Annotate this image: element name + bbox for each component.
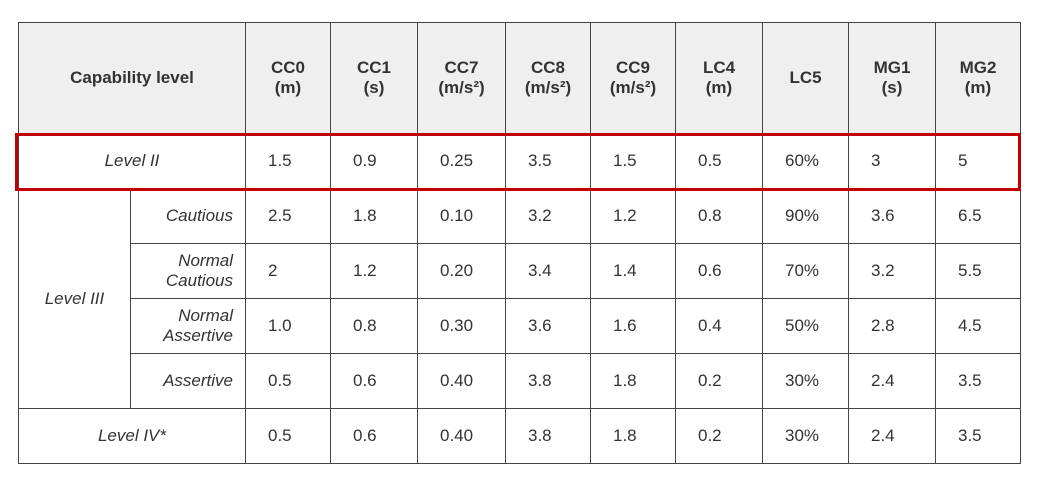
value-cell: 60%: [762, 133, 849, 189]
header-cell: CC1 (s): [330, 22, 418, 134]
column-unit: (m): [705, 78, 733, 97]
value-cell: 3.5: [505, 133, 591, 189]
column-name: MG2: [959, 58, 997, 77]
header-cell: MG1 (s): [848, 22, 936, 134]
value-cell: 4.5: [935, 298, 1021, 354]
value-cell: 3.8: [505, 408, 591, 464]
column-name: CC7: [444, 58, 479, 77]
value-cell: 3.2: [505, 188, 591, 244]
level-label: Level IV*: [18, 408, 246, 464]
value-cell: 2: [245, 243, 331, 299]
column-unit: (m): [274, 78, 302, 97]
value-cell: 0.2: [675, 408, 763, 464]
value-cell: 0.30: [417, 298, 506, 354]
table-wrap: Capability level CC0 (m) CC1 (s) CC7 (m/s²) CC8…: [15, 22, 1021, 464]
level-row: Level IV* 0.5 0.6 0.40 3.8 1.8 0.2 30% 2.4 3.5: [18, 408, 1021, 464]
value-cell: 0.6: [330, 408, 418, 464]
value-cell: 1.2: [330, 243, 418, 299]
header-cell: Capability level: [18, 22, 246, 134]
column-unit: (s): [881, 78, 903, 97]
value-cell: 0.20: [417, 243, 506, 299]
value-cell: 0.40: [417, 408, 506, 464]
sublevel-row: Normal Assertive 1.0 0.8 0.30 3.6 1.6 0.4 50% 2.…: [19, 298, 1021, 354]
sublevel-label: Normal Cautious: [130, 243, 246, 299]
level-label: Level II: [18, 133, 246, 189]
sublevel-row: Assertive 0.5 0.6 0.40 3.8 1.8 0.2 30% 2.4 3.5: [19, 353, 1021, 409]
value-cell: 1.6: [590, 298, 676, 354]
header-cell: LC4 (m): [675, 22, 763, 134]
value-cell: 0.10: [417, 188, 506, 244]
value-cell: 0.6: [330, 353, 418, 409]
column-unit: (s): [363, 78, 385, 97]
value-cell: 2.5: [245, 188, 331, 244]
column-name: CC1: [356, 58, 391, 77]
value-cell: 0.9: [330, 133, 418, 189]
level-label: Level III: [18, 188, 131, 409]
value-cell: 3.8: [505, 353, 591, 409]
value-cell: 70%: [762, 243, 849, 299]
level-row: Level II 1.5 0.9 0.25 3.5 1.5 0.5 60% 3 5: [18, 133, 1021, 189]
value-cell: 0.5: [245, 408, 331, 464]
sublevel-label: Normal Assertive: [130, 298, 246, 354]
value-cell: 1.0: [245, 298, 331, 354]
column-name: LC4: [702, 58, 736, 77]
sublevel-row: Normal Cautious 2 1.2 0.20 3.4 1.4 0.6 70% 3.2 5.…: [19, 243, 1021, 299]
column-name: CC9: [615, 58, 650, 77]
value-cell: 0.6: [675, 243, 763, 299]
value-cell: 1.8: [590, 353, 676, 409]
value-cell: 5.5: [935, 243, 1021, 299]
header-cell: LC5: [762, 22, 849, 134]
value-cell: 0.8: [330, 298, 418, 354]
header-cell: CC7 (m/s²): [417, 22, 506, 134]
value-cell: 1.5: [590, 133, 676, 189]
value-cell: 3.5: [935, 353, 1021, 409]
column-unit: (m/s²): [524, 78, 572, 97]
value-cell: 30%: [762, 408, 849, 464]
column-name: CC8: [530, 58, 565, 77]
value-cell: 30%: [762, 353, 849, 409]
value-cell: 6.5: [935, 188, 1021, 244]
value-cell: 50%: [762, 298, 849, 354]
column-unit: (m): [964, 78, 992, 97]
value-cell: 0.5: [675, 133, 763, 189]
value-cell: 0.25: [417, 133, 506, 189]
value-cell: 3.6: [848, 188, 936, 244]
sublevel-row: Level III Cautious 2.5 1.8 0.10 3.2 1.2 0.8 90% 3…: [18, 188, 1021, 409]
value-cell: 3.5: [935, 408, 1021, 464]
value-cell: 0.2: [675, 353, 763, 409]
value-cell: 2.8: [848, 298, 936, 354]
header-cell: CC0 (m): [245, 22, 331, 134]
column-unit: (m/s²): [438, 78, 485, 97]
value-cell: 0.40: [417, 353, 506, 409]
value-cell: 1.8: [330, 188, 418, 244]
value-cell: 1.5: [245, 133, 331, 189]
value-cell: 0.8: [675, 188, 763, 244]
value-cell: 3: [848, 133, 936, 189]
header-cell: MG2 (m): [935, 22, 1021, 134]
value-cell: 3.2: [848, 243, 936, 299]
header-row: Capability level CC0 (m) CC1 (s) CC7 (m/s²) CC8…: [18, 22, 1021, 134]
sublevel-label: Assertive: [130, 353, 246, 409]
header-cell: CC8 (m/s²): [505, 22, 591, 134]
value-cell: 2.4: [848, 353, 936, 409]
value-cell: 1.2: [590, 188, 676, 244]
column-name: MG1: [873, 58, 911, 77]
value-cell: 0.5: [245, 353, 331, 409]
sublevel-label: Cautious: [130, 188, 246, 244]
value-cell: 1.4: [590, 243, 676, 299]
column-name: LC5: [789, 68, 822, 87]
value-cell: 0.4: [675, 298, 763, 354]
column-unit: (m/s²): [609, 78, 657, 97]
value-cell: 1.8: [590, 408, 676, 464]
value-cell: 2.4: [848, 408, 936, 464]
value-cell: 3.4: [505, 243, 591, 299]
value-cell: 3.6: [505, 298, 591, 354]
column-name: CC0: [270, 58, 305, 77]
value-cell: 90%: [762, 188, 849, 244]
value-cell: 5: [935, 133, 1021, 189]
capability-table: Capability level CC0 (m) CC1 (s) CC7 (m/s²) CC8…: [18, 22, 1021, 464]
header-cell: CC9 (m/s²): [590, 22, 676, 134]
